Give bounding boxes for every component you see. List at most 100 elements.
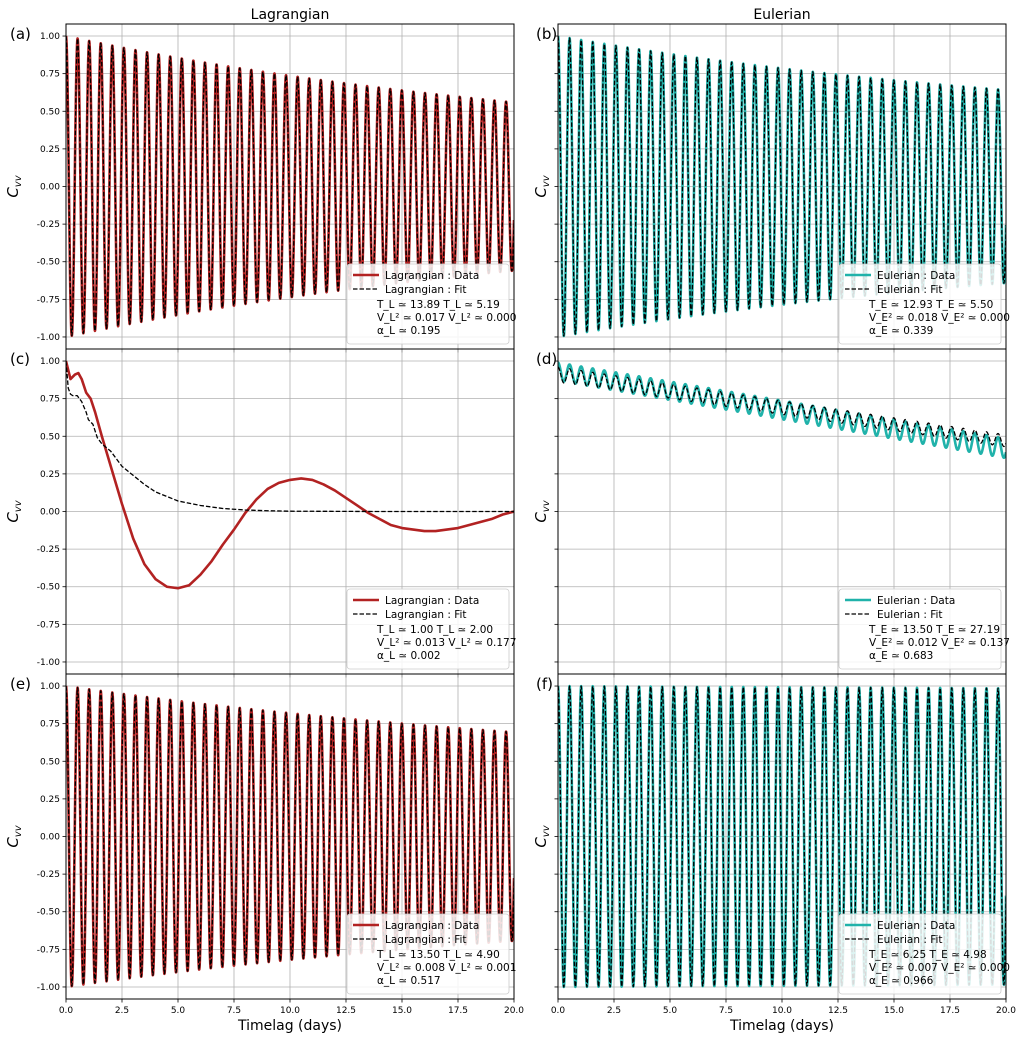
y-tick-label: -0.75: [37, 945, 60, 955]
y-tick-label: -0.75: [37, 295, 60, 305]
legend-entry: Lagrangian : Fit: [385, 284, 467, 296]
series-line-fit: [558, 366, 1006, 448]
legend-entry: Eulerian : Fit: [877, 934, 943, 946]
fit-parameter-text: α_L ≃ 0.517: [377, 975, 441, 987]
x-tick-label: 15.0: [392, 1006, 412, 1016]
y-tick-label: 0.25: [40, 470, 60, 480]
legend-box: [346, 588, 510, 670]
legend-box: [346, 913, 510, 995]
y-tick-label: -0.50: [37, 258, 61, 268]
y-tick-label: 0.50: [40, 107, 60, 117]
y-tick-label: 0.00: [40, 833, 60, 843]
legend-entry: Lagrangian : Data: [385, 270, 479, 282]
panel-label: (d): [536, 350, 557, 368]
fit-parameter-text: V_E² ≃ 0.007 V_E² ≃ 0.000: [869, 962, 1010, 974]
panel-label: (e): [10, 675, 31, 693]
fit-parameter-text: V_L² ≃ 0.008 V_L² ≃ 0.001: [377, 962, 516, 974]
legend-entry: Eulerian : Data: [877, 595, 955, 607]
x-tick-label: 5.0: [171, 1006, 186, 1016]
legend-entry: Lagrangian : Data: [385, 595, 479, 607]
legend-entry: Lagrangian : Fit: [385, 609, 467, 621]
series-line-fit: [66, 685, 514, 987]
legend-box: [838, 913, 1002, 995]
y-axis-label: Cvv: [532, 174, 552, 197]
fit-parameter-text: V_E² ≃ 0.012 V_E² ≃ 0.137: [869, 637, 1010, 649]
y-tick-label: 0.50: [40, 757, 60, 767]
panel-c: 1.00 0.75 0.50 0.25 0.00 -0.25 -0.50 -0.75 -1.00…: [4, 348, 516, 678]
y-tick-label: 0.75: [40, 70, 60, 80]
y-tick-label: -1.00: [37, 983, 61, 993]
y-tick-label: 0.25: [40, 795, 60, 805]
x-tick-label: 5.0: [663, 1006, 678, 1016]
y-tick-label: -0.50: [37, 908, 61, 918]
y-tick-label: 0.50: [40, 432, 60, 442]
panel-d: Cvv (d) Eulerian : Data Eulerian : Fit T_E ≃…: [532, 348, 1010, 678]
fit-parameter-text: T_E ≃ 13.50 T_E ≃ 27.19: [868, 624, 1000, 636]
x-tick-label: 7.5: [719, 1006, 733, 1016]
x-tick-label: 2.5: [115, 1006, 129, 1016]
x-tick-label: 7.5: [227, 1006, 241, 1016]
panel-e: 1.00 0.75 0.50 0.25 0.00 -0.25 -0.50 -0.75 -1.00…: [4, 673, 524, 1016]
legend-entry: Lagrangian : Data: [385, 920, 479, 932]
series-line-data: [66, 360, 514, 590]
x-tick-label: 17.5: [940, 1006, 960, 1016]
y-tick-label: -1.00: [37, 333, 61, 343]
x-tick-label: 20.0: [504, 1006, 524, 1016]
legend-entry: Eulerian : Data: [877, 270, 955, 282]
series-line-fit: [558, 35, 1006, 337]
legend-box: [838, 588, 1002, 670]
fit-parameter-text: α_L ≃ 0.195: [377, 325, 441, 337]
panel-f: 0.0 2.5 5.0 7.5 10.0 12.5 15.0 17.5 20.0 Cvv (f) Eu…: [532, 673, 1016, 1016]
series-line-fit: [66, 35, 514, 337]
y-tick-label: 1.00: [40, 682, 60, 692]
x-tick-label: 15.0: [884, 1006, 904, 1016]
y-tick-label: 1.00: [40, 32, 60, 42]
fit-parameter-text: α_L ≃ 0.002: [377, 650, 441, 662]
fit-parameter-text: T_E ≃ 12.93 T_E ≃ 5.50: [868, 299, 993, 311]
y-tick-label: 0.25: [40, 145, 60, 155]
fit-parameter-text: α_E ≃ 0.339: [869, 325, 933, 337]
legend-entry: Eulerian : Fit: [877, 609, 943, 621]
x-tick-label: 12.5: [828, 1006, 848, 1016]
y-tick-label: -0.25: [37, 545, 60, 555]
panel-label: (c): [10, 350, 30, 368]
y-tick-label: -1.00: [37, 658, 61, 668]
y-axis-label: Cvv: [4, 824, 24, 847]
fit-parameter-text: V_L² ≃ 0.013 V_L² ≃ 0.177: [377, 637, 516, 649]
panel-label: (b): [536, 25, 557, 43]
legend-entry: Eulerian : Fit: [877, 284, 943, 296]
y-tick-label: 0.00: [40, 183, 60, 193]
series-line-fit: [558, 685, 1006, 988]
y-tick-label: 0.00: [40, 508, 60, 518]
fit-parameter-text: V_E² ≃ 0.018 V_E² ≃ 0.000: [869, 312, 1010, 324]
x-tick-label: 20.0: [996, 1006, 1016, 1016]
series-line-fit: [66, 360, 514, 513]
y-tick-label: 0.75: [40, 720, 60, 730]
legend-entry: Eulerian : Data: [877, 920, 955, 932]
y-axis-label: Cvv: [4, 499, 24, 522]
x-axis-label-left: Timelag (days): [237, 1018, 342, 1034]
panel-label: (f): [536, 675, 553, 693]
panel-b: Cvv (b) Eulerian : Data Eulerian : Fit T_E ≃…: [532, 23, 1010, 353]
fit-parameter-text: T_L ≃ 1.00 T_L ≃ 2.00: [376, 624, 493, 636]
legend-entry: Lagrangian : Fit: [385, 934, 467, 946]
y-axis-label: Cvv: [532, 824, 552, 847]
x-tick-label: 0.0: [551, 1006, 566, 1016]
y-axis-label: Cvv: [4, 174, 24, 197]
y-axis-label: Cvv: [532, 499, 552, 522]
fit-parameter-text: V_L² ≃ 0.017 V_L² ≃ 0.000: [377, 312, 516, 324]
y-tick-label: -0.50: [37, 583, 61, 593]
y-tick-label: -0.25: [37, 870, 60, 880]
y-tick-label: 1.00: [40, 357, 60, 367]
column-title-eulerian: Eulerian: [753, 7, 810, 23]
fit-parameter-text: α_E ≃ 0.966: [869, 975, 934, 987]
y-tick-label: 0.75: [40, 395, 60, 405]
fit-parameter-text: T_L ≃ 13.50 T_L ≃ 4.90: [376, 949, 500, 961]
x-tick-label: 2.5: [607, 1006, 621, 1016]
column-title-lagrangian: Lagrangian: [251, 7, 330, 23]
panel-label: (a): [10, 25, 31, 43]
panel-a: 1.00 0.75 0.50 0.25 0.00 -0.25 -0.50 -0.75 -1.00…: [4, 23, 516, 353]
fit-parameter-text: α_E ≃ 0.683: [869, 650, 933, 662]
x-tick-label: 10.0: [280, 1006, 300, 1016]
legend-box: [346, 263, 510, 345]
